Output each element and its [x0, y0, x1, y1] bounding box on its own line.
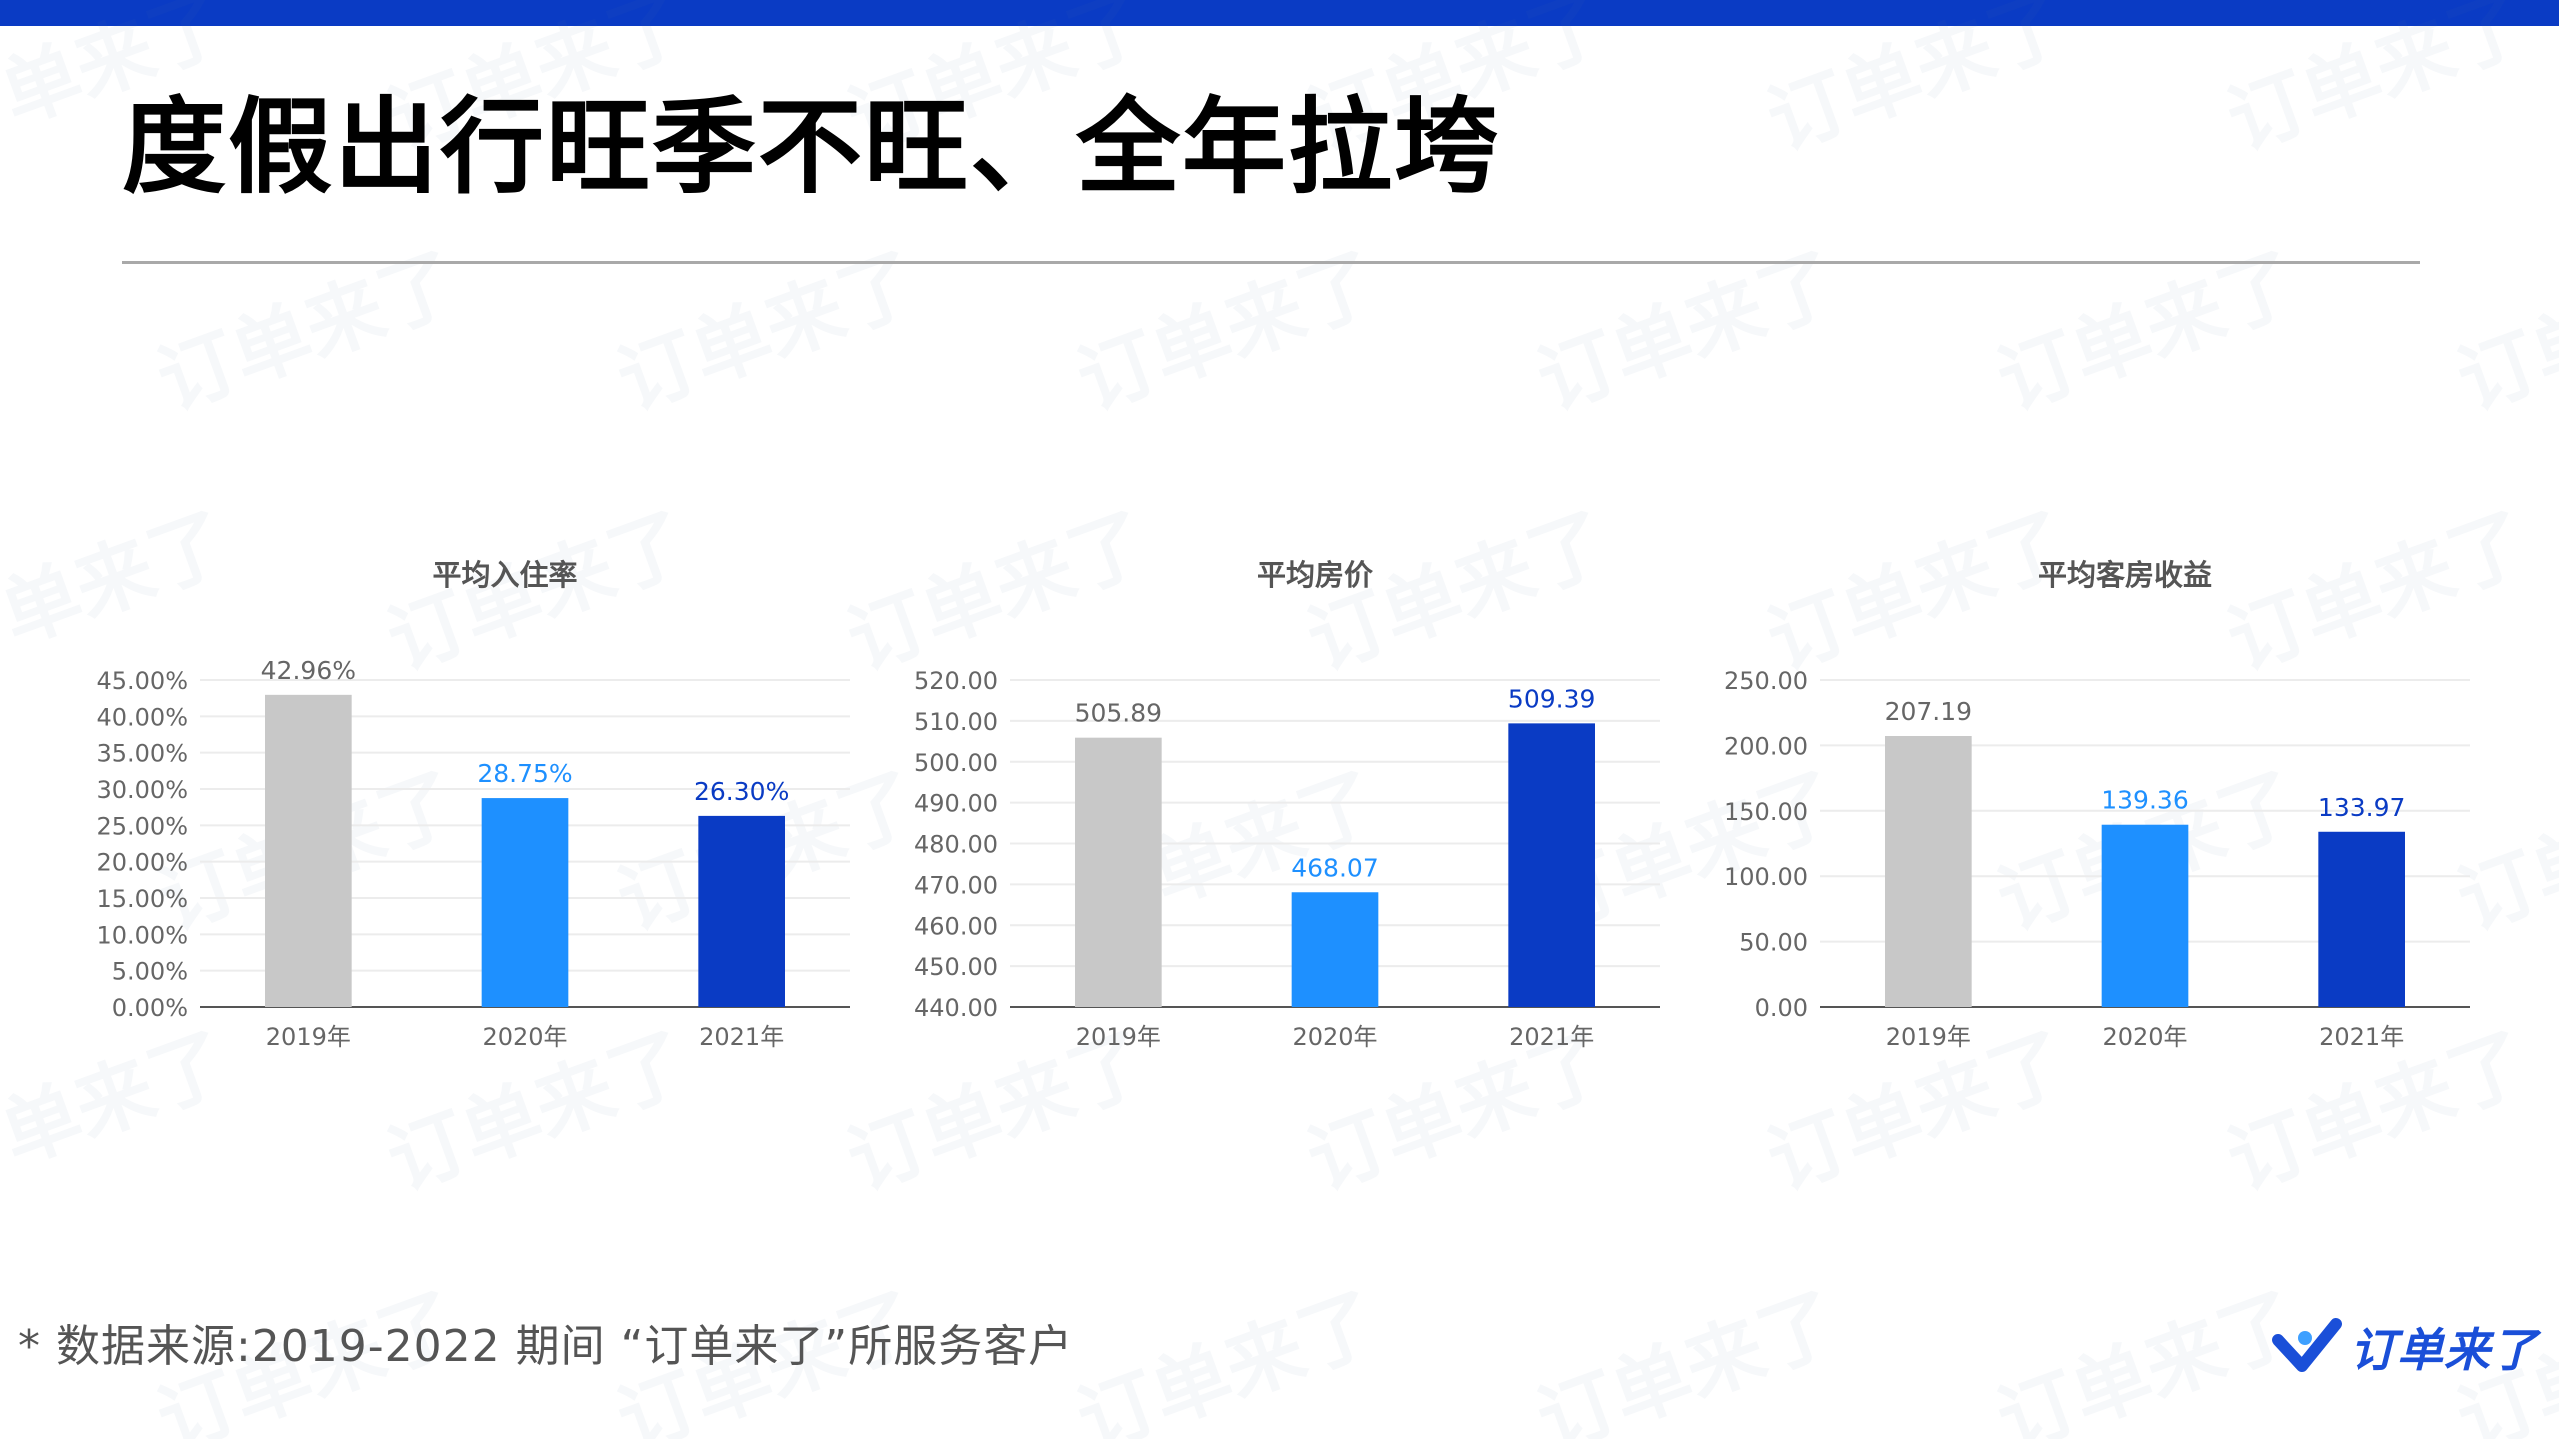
data-label: 139.36 — [2101, 786, 2188, 815]
data-label: 26.30% — [694, 777, 789, 806]
y-tick-label: 0.00 — [1755, 994, 1808, 1022]
watermark-text: 订单来了 — [1986, 1276, 2311, 1439]
x-tick-label: 2021年 — [2319, 1023, 2404, 1051]
bar — [2318, 831, 2405, 1007]
y-tick-label: 20.00% — [96, 849, 188, 877]
x-tick-label: 2021年 — [1509, 1023, 1594, 1051]
y-tick-label: 520.00 — [914, 667, 998, 695]
y-tick-label: 35.00% — [96, 740, 188, 768]
bar — [2101, 824, 2189, 1007]
watermark-text: 订单来了 — [146, 236, 471, 429]
watermark-text: 订单来了 — [1066, 236, 1391, 429]
y-tick-label: 500.00 — [914, 749, 998, 777]
y-tick-label: 150.00 — [1724, 798, 1808, 826]
bar — [1885, 735, 1972, 1007]
x-tick-label: 2019年 — [1076, 1023, 1161, 1051]
x-tick-label: 2019年 — [1886, 1023, 1971, 1051]
data-label: 42.96% — [261, 656, 356, 685]
data-label: 468.07 — [1291, 853, 1378, 882]
y-tick-label: 5.00% — [112, 958, 188, 986]
x-tick-label: 2021年 — [699, 1023, 784, 1051]
data-source-footnote: * 数据来源:2019-2022 期间 “订单来了”所服务客户 — [18, 1321, 1074, 1372]
watermark-text: 订单来了 — [1526, 1276, 1851, 1439]
chart-title: 平均入住率 — [432, 558, 577, 592]
y-tick-label: 490.00 — [914, 790, 998, 818]
y-tick-label: 510.00 — [914, 708, 998, 736]
chart-occupancy-rate: 平均入住率 0.00% 5.00% 10.00% 15.00% 20.00% 25.00% 3… — [60, 540, 860, 1070]
y-tick-label: 100.00 — [1724, 863, 1808, 891]
x-tick-label: 2020年 — [2102, 1023, 2187, 1051]
y-tick-label: 450.00 — [914, 953, 998, 981]
y-tick-label: 25.00% — [96, 812, 188, 840]
y-tick-label: 45.00% — [96, 667, 188, 695]
y-tick-label: 250.00 — [1724, 667, 1808, 695]
chart-average-room-price: 平均房价 440.00 450.00 460.00 470.00 480.00 490.00… — [870, 540, 1670, 1070]
data-label: 207.19 — [1885, 697, 1972, 726]
chart-title: 平均房价 — [1257, 558, 1374, 592]
page-title: 度假出行旺季不旺、全年拉垮 — [122, 86, 1501, 208]
bar — [481, 798, 569, 1007]
chart-revpar: 平均客房收益 0.00 50.00 100.00 150.00 200.00 250.00 2… — [1680, 540, 2480, 1070]
watermark-text: 订单来了 — [2446, 236, 2559, 429]
bar — [698, 815, 785, 1007]
watermark-text: 订单来了 — [606, 236, 931, 429]
watermark-text: 订单来了 — [1986, 236, 2311, 429]
y-tick-label: 460.00 — [914, 912, 998, 940]
x-tick-label: 2020年 — [1292, 1023, 1377, 1051]
y-tick-label: 440.00 — [914, 994, 998, 1022]
watermark-text: 订单来了 — [1066, 1276, 1391, 1439]
y-tick-label: 480.00 — [914, 831, 998, 859]
data-label: 133.97 — [2318, 793, 2405, 822]
bar — [265, 694, 352, 1007]
bar — [1291, 892, 1379, 1007]
watermark-text: 订单来了 — [1526, 236, 1851, 429]
y-tick-label: 30.00% — [96, 776, 188, 804]
brand-logo: 订单来了 — [2272, 1310, 2542, 1380]
chart-svg: 平均入住率 0.00% 5.00% 10.00% 15.00% 20.00% 25.00% 3… — [96, 558, 850, 1051]
data-label: 28.75% — [477, 759, 572, 788]
brand-check-icon — [2272, 1318, 2342, 1372]
x-tick-label: 2019年 — [266, 1023, 351, 1051]
chart-svg: 平均客房收益 0.00 50.00 100.00 150.00 200.00 250.00 2… — [1724, 558, 2470, 1051]
data-label: 509.39 — [1508, 684, 1595, 713]
y-tick-label: 15.00% — [96, 885, 188, 913]
y-tick-label: 50.00 — [1739, 929, 1808, 957]
bar — [1075, 737, 1162, 1007]
y-tick-label: 470.00 — [914, 871, 998, 899]
chart-title: 平均客房收益 — [2038, 558, 2212, 592]
y-tick-label: 200.00 — [1724, 732, 1808, 760]
y-tick-label: 0.00% — [112, 994, 188, 1022]
y-tick-label: 40.00% — [96, 703, 188, 731]
chart-svg: 平均房价 440.00 450.00 460.00 470.00 480.00 490.00… — [914, 558, 1660, 1051]
brand-name: 订单来了 — [2350, 1323, 2538, 1377]
y-tick-label: 10.00% — [96, 921, 188, 949]
top-accent-bar — [0, 0, 2559, 26]
title-divider — [122, 261, 2420, 264]
x-tick-label: 2020年 — [482, 1023, 567, 1051]
bar — [1508, 723, 1595, 1007]
data-label: 505.89 — [1075, 699, 1162, 728]
